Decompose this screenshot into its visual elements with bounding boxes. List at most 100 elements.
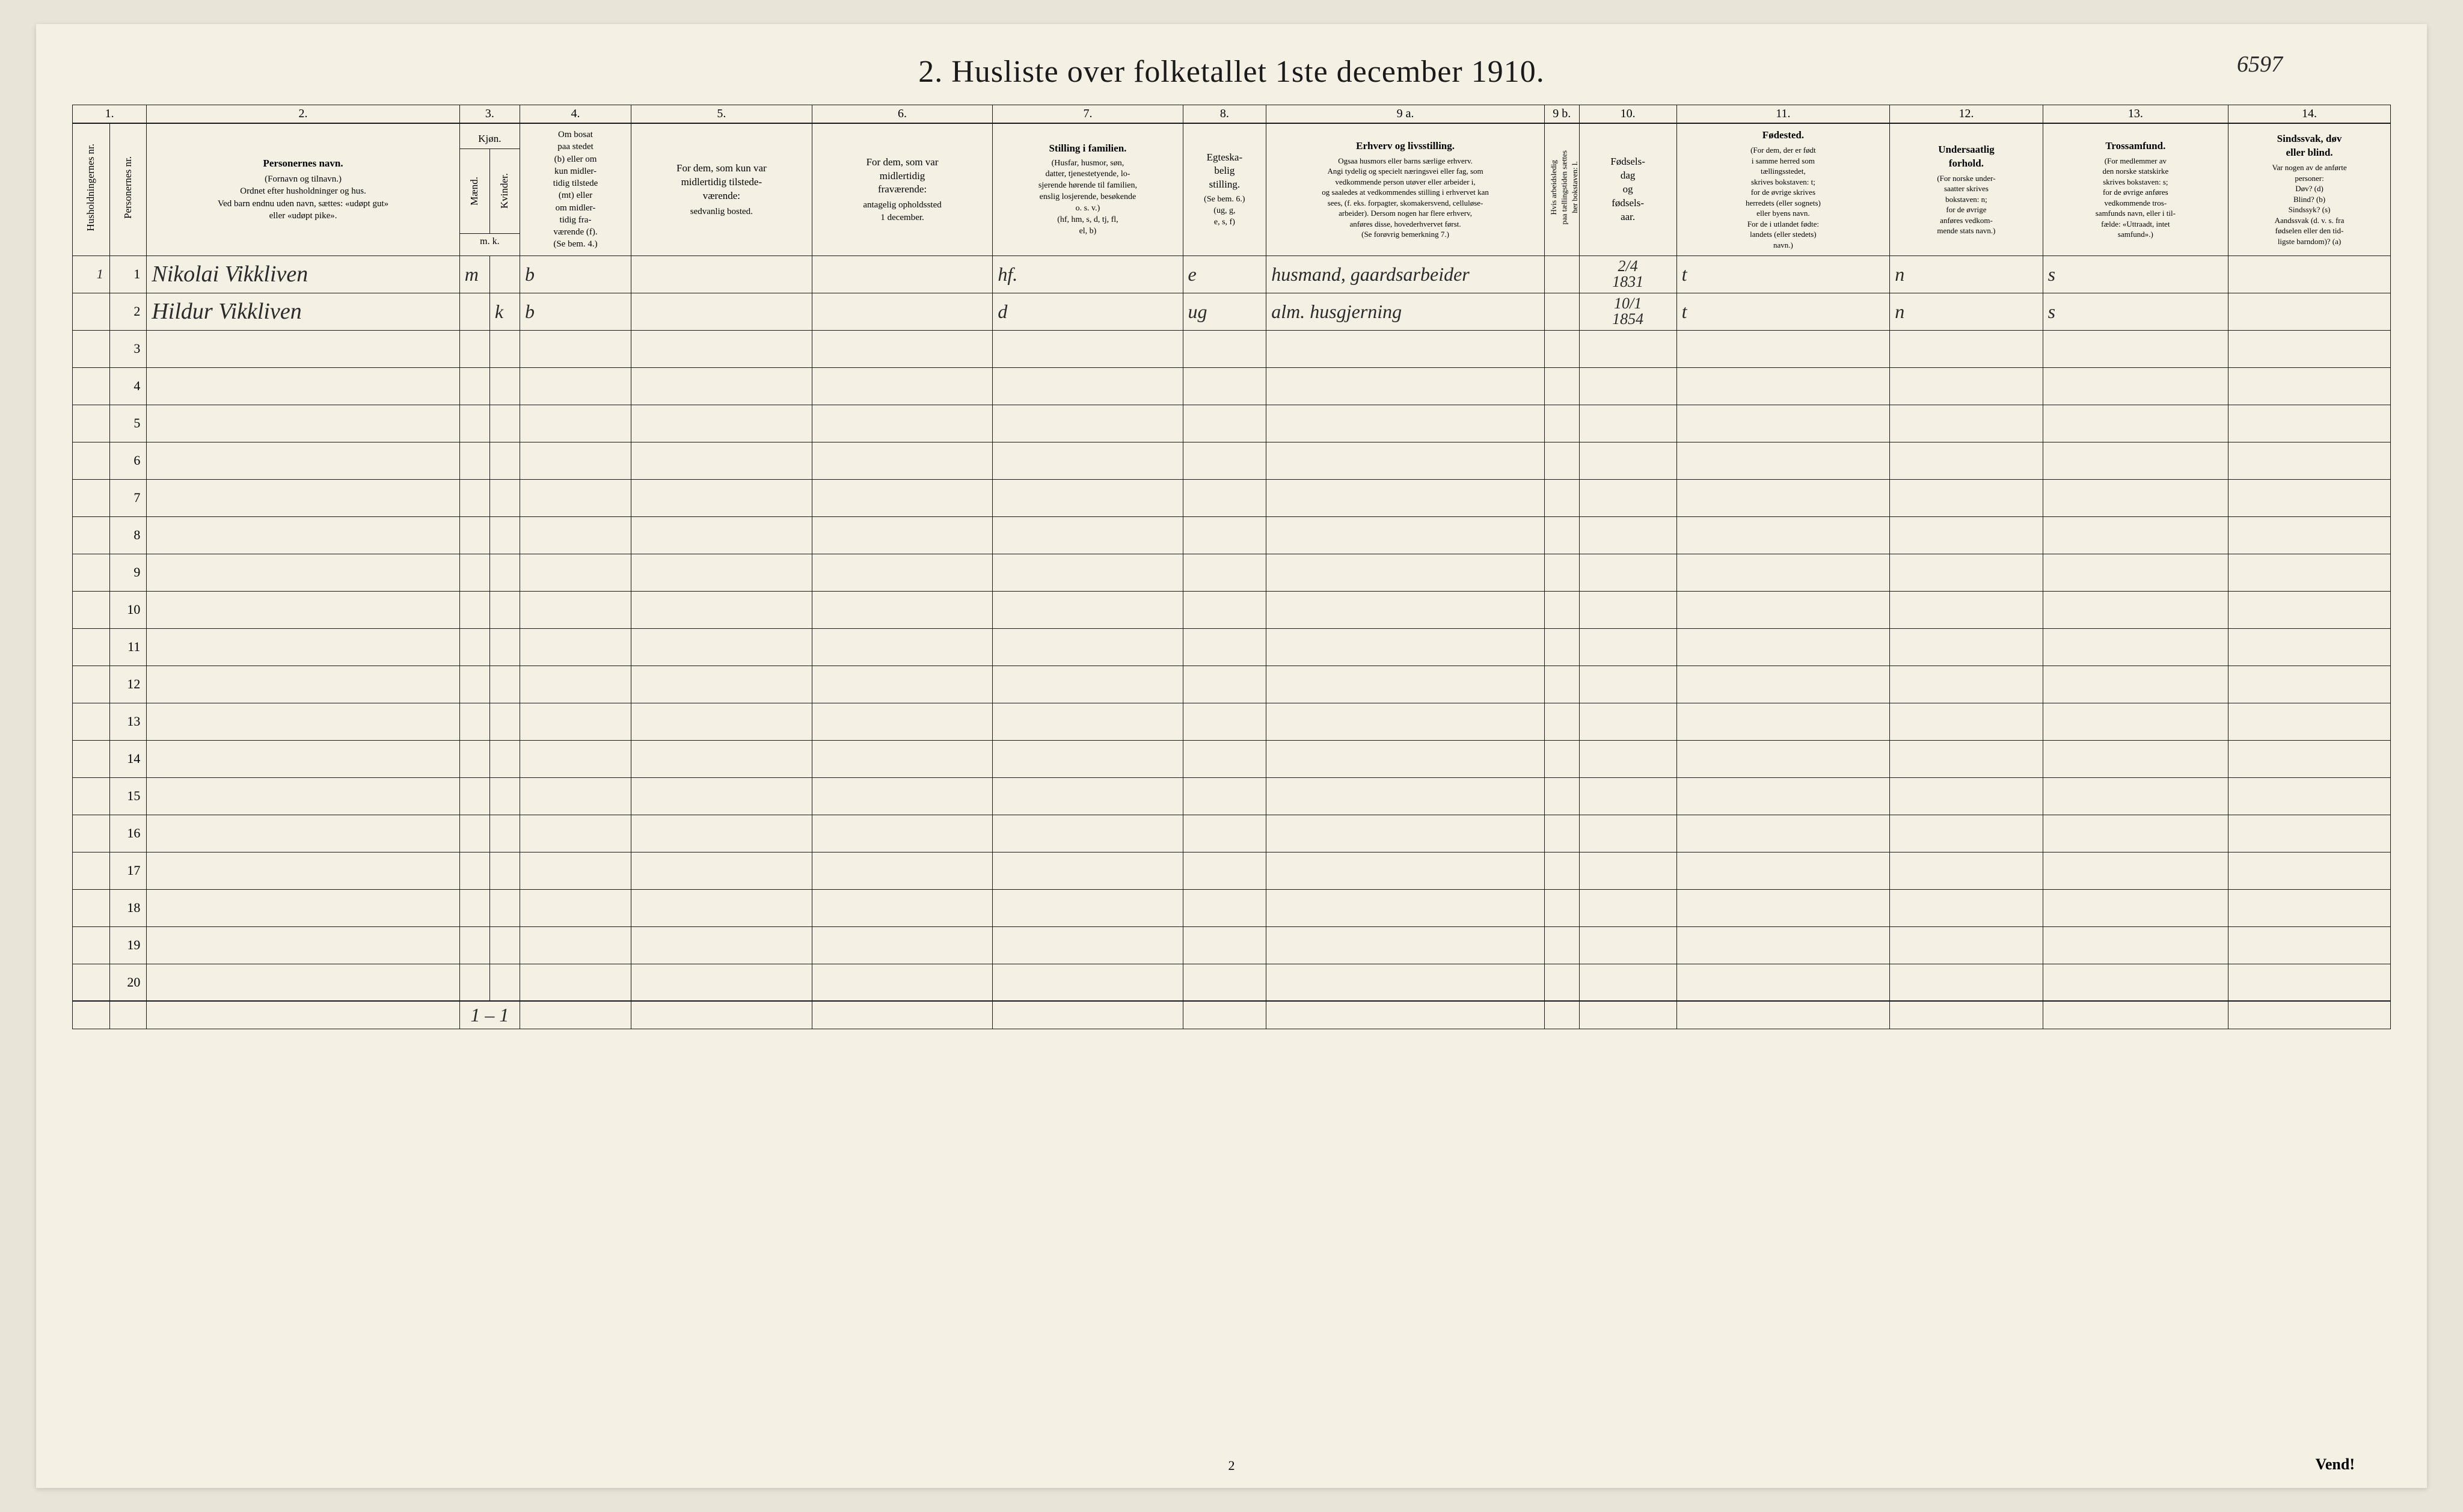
- header-text: Sindssvak, døv eller blind.: [2277, 133, 2342, 158]
- empty-cell: [1890, 666, 2043, 703]
- header-religion: Trossamfund. (For medlemmer av den norsk…: [2043, 123, 2228, 256]
- header-unemployed: Hvis arbeidsledig paa tællingstiden sætt…: [1544, 123, 1579, 256]
- empty-cell: [1579, 554, 1676, 591]
- cell: [812, 1001, 993, 1029]
- empty-cell: [1676, 889, 1890, 926]
- empty-cell: [812, 777, 993, 815]
- empty-cell: [459, 479, 489, 516]
- empty-cell: [2043, 815, 2228, 852]
- colnum: 9 a.: [1266, 105, 1545, 124]
- person-nr: 10: [109, 591, 147, 628]
- header-text: Husholdningernes nr.: [84, 144, 98, 231]
- empty-cell: [1183, 479, 1266, 516]
- empty-cell: [1266, 405, 1545, 442]
- cell: [631, 1001, 812, 1029]
- empty-cell: [1266, 964, 1545, 1001]
- empty-cell: [2043, 628, 2228, 666]
- nationality: n: [1890, 293, 2043, 330]
- empty-cell: [631, 889, 812, 926]
- empty-cell: [147, 926, 459, 964]
- empty-cell: [1579, 367, 1676, 405]
- empty-cell: [489, 777, 520, 815]
- empty-cell: [1579, 405, 1676, 442]
- cell: [109, 1001, 147, 1029]
- household-nr: [73, 628, 110, 666]
- household-nr: [73, 926, 110, 964]
- empty-cell: [147, 666, 459, 703]
- empty-cell: [631, 815, 812, 852]
- empty-cell: [1579, 666, 1676, 703]
- person-nr: 18: [109, 889, 147, 926]
- empty-cell: [520, 330, 631, 367]
- empty-cell: [993, 591, 1183, 628]
- table-header: 1. 2. 3. 4. 5. 6. 7. 8. 9 a. 9 b. 10. 11…: [73, 105, 2391, 256]
- empty-cell: [489, 889, 520, 926]
- empty-cell: [459, 405, 489, 442]
- empty-cell: [1266, 479, 1545, 516]
- household-nr: [73, 740, 110, 777]
- empty-cell: [489, 516, 520, 554]
- person-nr: 8: [109, 516, 147, 554]
- empty-cell: [1266, 330, 1545, 367]
- empty-cell: [993, 703, 1183, 740]
- family-pos: d: [993, 293, 1183, 330]
- household-nr: [73, 815, 110, 852]
- empty-cell: [1266, 703, 1545, 740]
- empty-cell: [1676, 852, 1890, 889]
- colnum: 9 b.: [1544, 105, 1579, 124]
- empty-cell: [1266, 777, 1545, 815]
- household-nr: 1: [73, 256, 110, 293]
- empty-cell: [1183, 889, 1266, 926]
- empty-cell: [993, 666, 1183, 703]
- table-row-empty: 19: [73, 926, 2391, 964]
- header-subtext: (For medlemmer av den norske statskirke …: [2047, 156, 2224, 240]
- header-text: For dem, som kun var midlertidig tilsted…: [676, 162, 767, 201]
- empty-cell: [459, 964, 489, 1001]
- header-person-nr: Personernes nr.: [109, 123, 147, 256]
- family-pos: hf.: [993, 256, 1183, 293]
- empty-cell: [1544, 740, 1579, 777]
- empty-cell: [520, 926, 631, 964]
- empty-cell: [489, 591, 520, 628]
- empty-cell: [1579, 628, 1676, 666]
- empty-cell: [812, 516, 993, 554]
- empty-cell: [489, 740, 520, 777]
- empty-cell: [1183, 516, 1266, 554]
- empty-cell: [2228, 367, 2391, 405]
- table-row-empty: 16: [73, 815, 2391, 852]
- empty-cell: [459, 330, 489, 367]
- header-subtext: sedvanlig bosted.: [635, 206, 808, 218]
- table-row-empty: 20: [73, 964, 2391, 1001]
- sex-k: [489, 256, 520, 293]
- empty-cell: [1676, 740, 1890, 777]
- household-nr: [73, 852, 110, 889]
- sex-m: m: [459, 256, 489, 293]
- empty-cell: [1676, 367, 1890, 405]
- empty-cell: [1183, 964, 1266, 1001]
- header-sex: Kjøn. Mænd. Kvinder. m. k.: [459, 123, 520, 256]
- cell: [1890, 1001, 2043, 1029]
- empty-cell: [1676, 554, 1890, 591]
- empty-cell: [2228, 479, 2391, 516]
- column-label-row: Husholdningernes nr. Personernes nr. Per…: [73, 123, 2391, 256]
- empty-cell: [1676, 591, 1890, 628]
- empty-cell: [2043, 740, 2228, 777]
- empty-cell: [147, 815, 459, 852]
- empty-cell: [1676, 442, 1890, 479]
- name-cell: Hildur Vikkliven: [147, 293, 459, 330]
- empty-cell: [489, 628, 520, 666]
- household-nr: [73, 405, 110, 442]
- household-nr: [73, 516, 110, 554]
- empty-cell: [520, 666, 631, 703]
- empty-cell: [2228, 591, 2391, 628]
- empty-cell: [1544, 852, 1579, 889]
- header-family-position: Stilling i familien. (Husfar, husmor, sø…: [993, 123, 1183, 256]
- empty-cell: [520, 889, 631, 926]
- empty-cell: [1266, 926, 1545, 964]
- household-nr: [73, 367, 110, 405]
- empty-cell: [2043, 330, 2228, 367]
- empty-cell: [812, 405, 993, 442]
- empty-cell: [812, 591, 993, 628]
- empty-cell: [520, 554, 631, 591]
- empty-cell: [1676, 666, 1890, 703]
